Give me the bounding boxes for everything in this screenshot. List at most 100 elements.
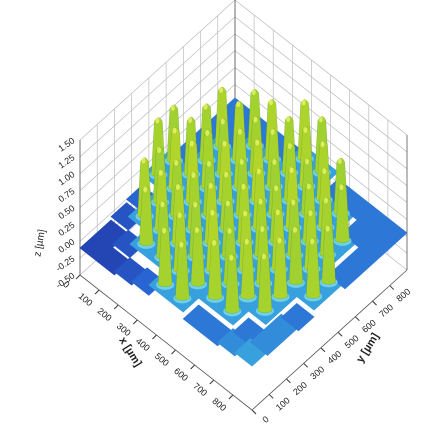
pillar-highlight (191, 172, 196, 178)
y-tick-label: 0 (260, 414, 270, 425)
x-tick (171, 349, 176, 355)
z-tick-label: 1.00 (56, 169, 76, 187)
x-tick (209, 379, 215, 385)
pillar-highlight (170, 104, 175, 111)
y-axis-title: y [µm] (354, 331, 382, 365)
pillar-highlight (224, 171, 229, 178)
x-tick-label: 800 (210, 396, 228, 413)
pillar-highlight (219, 86, 224, 93)
y-tick-label: 300 (308, 364, 326, 381)
pillar-highlight (220, 118, 225, 125)
pillar-highlight (268, 99, 273, 106)
pillar-highlight (305, 158, 310, 165)
z-tick-label: 0.25 (56, 220, 76, 238)
pillar-highlight (210, 209, 215, 216)
y-tick (337, 331, 343, 337)
pillar-highlight (261, 253, 266, 260)
y-tick (354, 316, 360, 322)
x-tick (75, 274, 81, 280)
pillar-highlight (227, 227, 232, 234)
x-tick-label: 100 (77, 291, 95, 308)
pillar-highlight (339, 184, 344, 191)
pillar-highlight (286, 116, 291, 123)
x-tick-label: 600 (172, 366, 190, 383)
y-tick (372, 300, 377, 306)
z-tick-label: 0.50 (56, 203, 76, 221)
pillar-highlight (318, 116, 323, 123)
pillar-highlight (205, 129, 210, 136)
pillar-highlight (241, 183, 246, 190)
pillar-highlight (239, 158, 244, 165)
z-tick-label: 1.25 (56, 152, 76, 170)
pillar-highlight (143, 186, 148, 193)
y-tick-label: 400 (326, 349, 344, 366)
y-tick (320, 347, 326, 353)
pillar-highlight (157, 147, 162, 154)
pillar-highlight (162, 227, 167, 234)
pillar-highlight (308, 210, 313, 217)
pillar-highlight (160, 201, 165, 208)
pillar-highlight (320, 141, 325, 148)
y-tick (303, 362, 309, 368)
surface-tile (280, 303, 315, 332)
pillar-highlight (310, 238, 315, 245)
pillar-highlight (303, 126, 308, 133)
y-tick-label: 100 (274, 395, 292, 412)
pillar-highlight (337, 158, 342, 165)
pillar-highlight (243, 210, 248, 217)
pillar-highlight (322, 167, 327, 174)
pillar-highlight (172, 127, 177, 134)
pillar-highlight (270, 128, 275, 135)
surface-tile (373, 219, 408, 248)
z-axis-title: z [µm] (32, 228, 48, 257)
pillar-highlight (225, 200, 230, 207)
x-tick (228, 394, 234, 400)
pillar-highlight (179, 241, 184, 248)
y-tick-label: 200 (291, 380, 309, 397)
pillar-highlight (174, 159, 179, 166)
x-tick (132, 319, 138, 325)
z-tick-label: 0.75 (56, 186, 76, 204)
pillar-highlight (237, 128, 242, 135)
pillar-highlight (289, 167, 294, 174)
y-tick (268, 394, 274, 399)
pillar-highlight (229, 254, 234, 261)
pillar-highlight (203, 103, 208, 110)
x-tick-label: 0 (61, 279, 71, 290)
y-tick-label: 700 (377, 302, 395, 319)
pillar-highlight (258, 198, 263, 205)
pillar-highlight (301, 99, 306, 106)
pillar-highlight (158, 169, 163, 176)
pillar-highlight (306, 183, 311, 190)
pillar-highlight (255, 139, 260, 146)
x-tick (152, 334, 157, 340)
pillar-highlight (188, 117, 193, 123)
axis-line (79, 274, 253, 411)
pillar-highlight (194, 227, 199, 233)
pillar-highlight (193, 201, 198, 208)
pillar-highlight (260, 226, 265, 232)
z-tick-label: 0.00 (56, 237, 76, 255)
pillar-highlight (244, 238, 249, 245)
y-tick-label: 500 (343, 333, 361, 350)
x-tick-label: 700 (191, 381, 209, 398)
x-tick (94, 289, 100, 295)
axis-line (251, 269, 408, 411)
pillar-highlight (275, 209, 280, 216)
y-tick (286, 378, 291, 384)
x-tick-label: 300 (115, 321, 133, 338)
z-tick-label: 1.50 (56, 135, 76, 153)
y-tick-label: 600 (360, 318, 378, 335)
x-tick-label: 500 (153, 351, 171, 368)
pillar-highlight (272, 159, 277, 166)
z-tick-label: -0.25 (54, 254, 77, 274)
y-tick (389, 285, 395, 290)
x-tick (190, 364, 196, 370)
pillar-highlight (155, 117, 160, 124)
y-tick (251, 409, 257, 415)
pillar-highlight (292, 226, 297, 233)
pillar-highlight (274, 185, 279, 192)
pillar-highlight (189, 140, 194, 147)
pillar-highlight (251, 89, 256, 96)
